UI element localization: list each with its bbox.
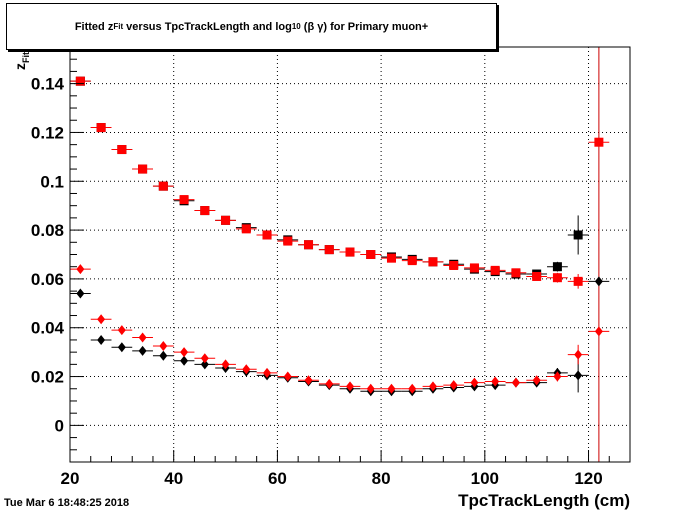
data-point-diamond (511, 377, 520, 388)
data-point-diamond (387, 383, 396, 394)
data-point-diamond (221, 359, 230, 370)
data-point-square (552, 262, 562, 272)
data-point-square (96, 123, 106, 133)
axis-layer: 20 40 60 80 100 120 0 0.02 0.04 0.06 0.08 0.1 0.12 0.… (31, 58, 631, 488)
title-prefix: Fitted (74, 20, 105, 33)
data-point-square (407, 256, 417, 266)
x-tick-label: 120 (574, 469, 602, 488)
y-tick-label: 0.06 (31, 270, 64, 289)
data-point-square (158, 181, 168, 191)
data-point-square (552, 273, 562, 283)
data-point-diamond (180, 347, 189, 358)
timestamp: Tue Mar 6 18:48:25 2018 (4, 497, 130, 509)
data-point-diamond (408, 383, 417, 394)
data-point-diamond (200, 353, 209, 364)
data-point-diamond (574, 349, 583, 360)
data-point-diamond (366, 383, 375, 394)
data-point-square (75, 76, 85, 86)
title-var: z (107, 20, 114, 33)
data-point-diamond (138, 332, 147, 343)
x-tick-label: 80 (372, 469, 391, 488)
data-point-diamond (97, 334, 106, 345)
data-point-square (573, 230, 583, 240)
grid-layer (70, 47, 630, 462)
data-point-square (324, 245, 334, 255)
data-point-diamond (242, 364, 251, 375)
x-axis-label: TpcTrackLength (cm) (458, 491, 630, 510)
data-point-diamond (491, 376, 500, 387)
x-tick-label: 40 (164, 469, 183, 488)
title-var-sub: Fit (113, 22, 124, 31)
data-point-square (304, 240, 314, 250)
data-point-diamond (117, 325, 126, 336)
data-point-square (573, 276, 583, 286)
data-point-square (138, 164, 148, 174)
y-tick-label: 0.12 (31, 123, 64, 142)
title-middle: versus TpcTrackLength and log (126, 20, 292, 33)
data-point-diamond (200, 359, 209, 370)
data-point-square (386, 253, 396, 263)
y-tick-label: 0 (55, 416, 64, 435)
data-point-square (179, 195, 189, 205)
y-tick-label: 0.14 (31, 75, 65, 94)
data-point-diamond (180, 355, 189, 366)
data-point-diamond (263, 367, 272, 378)
data-point-square (490, 265, 500, 275)
data-point-square (449, 260, 459, 270)
data-point-diamond (594, 276, 603, 287)
data-point-diamond (76, 288, 85, 299)
data-point-square (262, 230, 272, 240)
x-tick-label: 20 (61, 469, 80, 488)
data-point-diamond (138, 345, 147, 356)
data-point-square (221, 215, 231, 225)
data-point-square (200, 206, 210, 216)
y-tick-label: 0.04 (31, 319, 65, 338)
data-point-square (241, 224, 251, 234)
data-point-diamond (325, 378, 334, 389)
data-point-diamond (159, 341, 168, 352)
data-point-diamond (532, 375, 541, 386)
data-point-diamond (304, 375, 313, 386)
data-point-diamond (346, 381, 354, 392)
data-point-square (283, 236, 293, 246)
data-point-square (117, 145, 127, 155)
y-axis-label: zFit (12, 52, 31, 70)
title-log-sub: 10 (291, 22, 301, 31)
data-point-diamond (97, 314, 106, 325)
title-suffix: (β γ) for Primary muon+ (303, 20, 429, 33)
data-point-square (345, 247, 355, 257)
data-point-square (428, 257, 438, 267)
data-layer (70, 76, 610, 397)
data-point-diamond (283, 371, 292, 382)
data-point-diamond (594, 326, 603, 337)
data-point-diamond (76, 264, 85, 275)
chart-title: Fitted z Fit versus TpcTrackLength and lo… (6, 3, 497, 50)
y-tick-label: 0.02 (31, 368, 64, 387)
data-point-square (594, 137, 604, 147)
data-point-diamond (428, 381, 437, 392)
data-point-diamond (449, 380, 458, 391)
x-tick-label: 100 (471, 469, 499, 488)
data-point-diamond (574, 370, 583, 381)
x-tick-label: 60 (268, 469, 287, 488)
data-point-square (511, 268, 521, 278)
y-tick-label: 0.08 (31, 221, 64, 240)
data-point-square (366, 250, 376, 259)
y-tick-label: 0.1 (40, 172, 64, 191)
data-point-diamond (117, 342, 126, 353)
data-point-square (469, 263, 479, 273)
data-point-square (532, 271, 542, 281)
data-point-diamond (470, 377, 479, 388)
data-point-diamond (553, 371, 562, 382)
data-point-diamond (159, 350, 168, 361)
